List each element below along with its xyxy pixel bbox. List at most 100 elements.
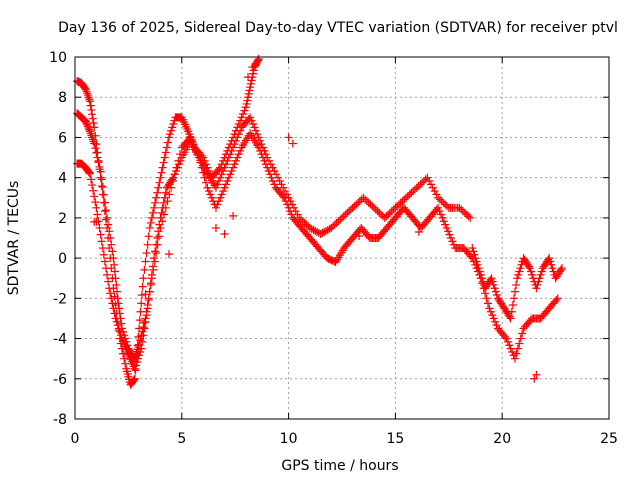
data-points [73,55,567,389]
data-point [503,337,512,346]
x-tick-label: 25 [600,431,618,447]
data-point [152,240,161,249]
data-point [165,190,174,199]
data-point [535,274,544,283]
data-point [104,220,113,229]
data-point [400,195,409,204]
data-point [469,247,478,256]
data-point [257,150,266,159]
data-point [168,123,177,132]
data-point [427,180,435,189]
data-point [460,208,469,217]
data-point [85,125,94,134]
data-point [487,274,496,283]
x-tick-label: 15 [386,431,404,447]
data-point [130,375,139,384]
data-point [377,210,386,219]
data-point [511,354,520,363]
data-point [251,126,260,135]
data-point [150,257,159,266]
data-point [305,223,314,232]
data-point [221,160,230,169]
data-point [287,210,296,219]
data-point [120,354,129,363]
data-point [488,277,497,286]
data-point [256,146,265,155]
data-point [134,354,143,363]
data-point [84,167,93,176]
data-point [280,193,289,202]
data-point [332,218,341,227]
data-point [362,197,371,206]
data-point [298,217,307,226]
y-tick-label: 4 [58,171,67,187]
data-point [552,296,561,305]
data-point [98,183,107,192]
data-point [428,183,437,192]
data-point [169,120,178,129]
data-point [414,182,423,191]
data-point [435,207,444,216]
data-point [266,170,275,179]
data-point [330,220,339,229]
data-point [219,187,228,196]
data-point [115,327,124,336]
data-point [110,267,119,276]
y-tick-label: 10 [49,50,67,66]
data-point [396,198,405,207]
data-point [409,187,418,196]
data-point [110,309,119,318]
data-point [267,173,276,182]
data-point [214,197,223,206]
data-point [334,217,343,226]
data-point [311,226,320,235]
data-point [234,150,243,159]
data-point [87,131,96,140]
data-point [138,282,147,291]
data-point [157,168,166,177]
data-point [489,314,498,323]
data-point [137,344,146,353]
x-tick-label: 20 [493,431,511,447]
data-point [81,85,90,94]
data-point [254,133,263,142]
data-point [373,207,382,216]
data-point [88,133,97,142]
data-point [233,133,242,142]
data-point [425,177,434,186]
data-point [90,139,99,148]
y-tick-label: -2 [53,291,67,307]
data-point [108,247,117,256]
data-point [323,225,332,234]
data-point [384,210,393,219]
data-point [443,202,452,211]
data-point [348,203,357,212]
data-point [485,304,494,313]
data-point [284,133,293,142]
data-point [216,173,225,182]
data-point [83,122,92,131]
data-point [302,220,311,229]
data-point [223,177,232,186]
data-point [150,254,159,263]
data-point [533,280,542,289]
data-point [100,207,109,216]
data-point [109,304,118,313]
data-point [286,207,295,216]
data-point [92,217,101,226]
data-point [246,79,255,88]
data-point [135,351,144,360]
data-point [151,247,160,256]
data-point [263,163,272,172]
data-point [512,349,521,358]
data-point [253,56,262,65]
data-point [491,317,500,326]
data-point [85,169,94,178]
data-point [196,158,205,167]
data-point [132,358,141,367]
data-point [243,96,252,105]
data-point [410,185,419,194]
data-point [241,103,250,112]
data-point [143,240,152,249]
data-point [236,146,245,155]
